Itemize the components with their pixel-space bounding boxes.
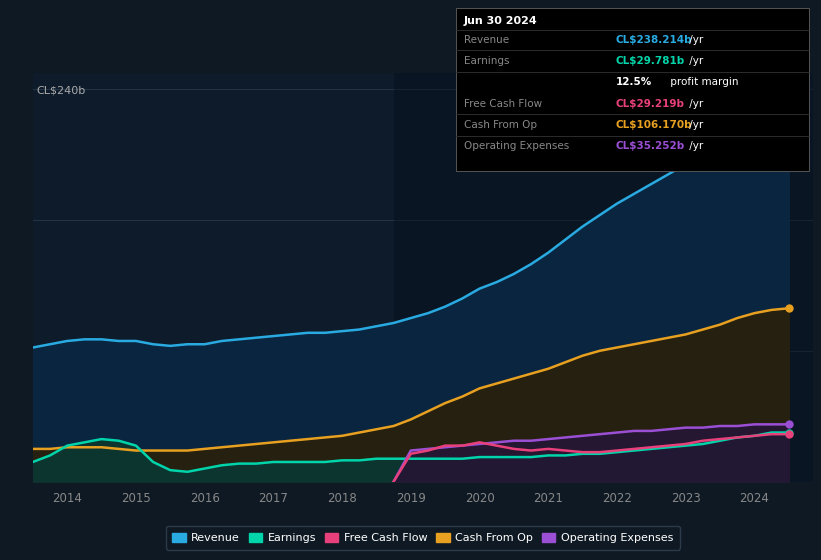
Text: Earnings: Earnings xyxy=(464,56,509,66)
Text: CL$29.219b: CL$29.219b xyxy=(616,99,685,109)
Text: CL$35.252b: CL$35.252b xyxy=(616,141,685,151)
Bar xyxy=(393,73,813,482)
Text: Jun 30 2024: Jun 30 2024 xyxy=(464,16,538,26)
Text: /yr: /yr xyxy=(686,35,703,45)
Text: CL$240b: CL$240b xyxy=(37,85,86,95)
Text: CL$238.214b: CL$238.214b xyxy=(616,35,692,45)
Text: CL$0: CL$0 xyxy=(37,461,65,472)
Text: 12.5%: 12.5% xyxy=(616,77,652,87)
Text: /yr: /yr xyxy=(686,120,703,130)
Text: Revenue: Revenue xyxy=(464,35,509,45)
Text: Operating Expenses: Operating Expenses xyxy=(464,141,569,151)
Legend: Revenue, Earnings, Free Cash Flow, Cash From Op, Operating Expenses: Revenue, Earnings, Free Cash Flow, Cash … xyxy=(166,526,680,549)
Text: profit margin: profit margin xyxy=(667,77,738,87)
Text: Free Cash Flow: Free Cash Flow xyxy=(464,99,542,109)
Text: CL$29.781b: CL$29.781b xyxy=(616,56,685,66)
Text: /yr: /yr xyxy=(686,99,703,109)
Text: CL$106.170b: CL$106.170b xyxy=(616,120,692,130)
Text: Cash From Op: Cash From Op xyxy=(464,120,537,130)
Text: /yr: /yr xyxy=(686,56,703,66)
Text: /yr: /yr xyxy=(686,141,703,151)
